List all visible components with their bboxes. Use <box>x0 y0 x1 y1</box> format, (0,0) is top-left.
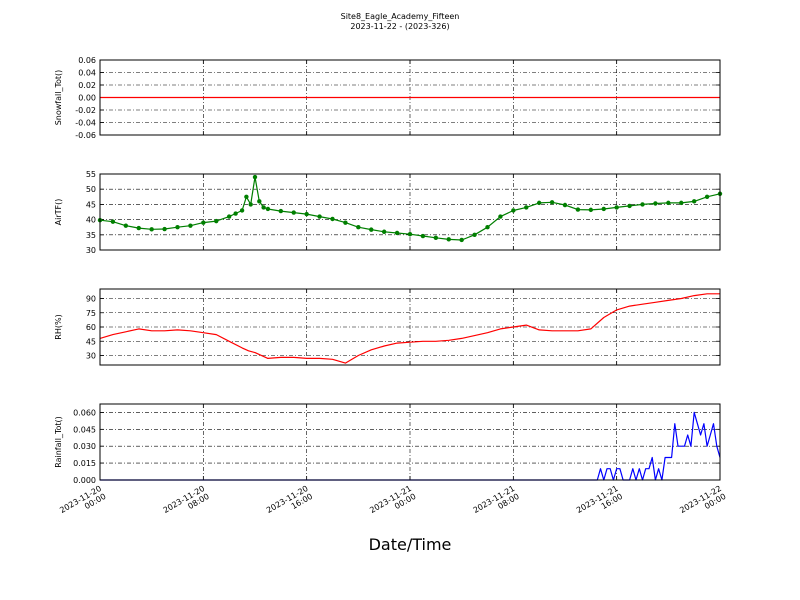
data-point <box>343 220 348 225</box>
data-point <box>446 237 451 242</box>
y-tick-label: -0.02 <box>75 106 96 115</box>
y-tick-label: 0.000 <box>73 476 96 485</box>
data-point <box>175 225 180 230</box>
x-axis-label: Date/Time <box>369 535 452 554</box>
y-tick-label: 30 <box>86 246 96 255</box>
data-point <box>420 233 426 239</box>
y-tick-label: 45 <box>86 337 96 346</box>
data-point <box>233 211 238 216</box>
chart-title: Site8_Eagle_Academy_Fifteen <box>341 12 460 21</box>
data-point <box>257 199 262 204</box>
panel-1: 0.06 0.04 0.02 0.00 -0.02 -0.04 -0.06 Snowfall_… <box>54 56 721 140</box>
y-tick-label: 0.02 <box>78 81 96 90</box>
data-point <box>278 208 284 214</box>
y-tick-label: 0.06 <box>78 56 96 65</box>
y-tick-label: 75 <box>86 309 96 318</box>
y-axis-label: RH(%) <box>54 314 63 339</box>
data-point <box>248 202 253 207</box>
series-line-3 <box>99 293 720 364</box>
data-point <box>188 223 193 228</box>
data-point <box>369 227 374 232</box>
data-point <box>498 214 503 219</box>
data-point <box>575 207 581 212</box>
y-tick-label: -0.06 <box>75 131 96 140</box>
y-tick-label: 90 <box>86 295 96 304</box>
data-point <box>640 202 645 207</box>
axes-frame <box>99 288 721 366</box>
data-point <box>562 202 568 208</box>
data-point <box>123 223 129 228</box>
series-line-4 <box>100 411 721 481</box>
y-axis-label: Rainfall_Tot() <box>54 416 63 468</box>
y-axis-label: Snowfall_Tot() <box>54 70 63 126</box>
data-point <box>136 225 141 231</box>
axes-frame <box>99 173 721 251</box>
data-point <box>679 200 684 206</box>
y-tick-label: -0.04 <box>75 119 96 128</box>
y-tick-label: 45 <box>86 200 96 209</box>
data-point <box>549 200 555 205</box>
panel-2: 55 50 45 40 35 30 AirTF() <box>54 170 723 255</box>
data-point <box>524 205 529 210</box>
data-point <box>485 225 490 230</box>
y-tick-label: 30 <box>86 352 96 361</box>
data-point <box>381 229 387 234</box>
data-point <box>304 211 309 217</box>
data-point <box>317 214 322 219</box>
data-point <box>261 205 266 210</box>
axes-frame <box>99 59 721 136</box>
data-point <box>265 206 271 212</box>
data-point <box>614 205 619 210</box>
y-tick-label: 0.00 <box>78 94 96 103</box>
data-point <box>666 200 671 206</box>
data-point <box>394 230 400 236</box>
y-tick-label: 0.030 <box>73 442 96 451</box>
data-point <box>239 208 245 213</box>
data-point <box>691 199 697 204</box>
data-point <box>356 225 361 230</box>
data-point <box>433 235 439 241</box>
y-tick-label: 0.060 <box>73 408 96 417</box>
data-point <box>627 203 632 209</box>
y-axis-label: AirTF() <box>54 199 63 226</box>
chart-subtitle: 2023-11-22 - (2023-326) <box>350 22 449 31</box>
data-point <box>704 194 710 199</box>
y-tick-label: 40 <box>86 216 96 225</box>
y-tick-label: 35 <box>86 231 96 240</box>
y-tick-label: 50 <box>86 185 96 194</box>
panel-3: 90 75 60 45 30 RH(%) <box>54 288 721 366</box>
y-tick-label: 60 <box>86 323 96 332</box>
data-point <box>536 200 542 206</box>
y-tick-label: 55 <box>86 170 96 179</box>
data-point <box>226 214 232 219</box>
data-point <box>330 216 335 222</box>
data-point <box>201 220 206 225</box>
data-point <box>214 218 219 224</box>
data-point <box>588 207 594 213</box>
data-point <box>162 226 167 232</box>
data-point <box>291 210 296 215</box>
data-point <box>472 232 477 237</box>
data-point <box>149 227 154 232</box>
data-point <box>459 237 464 243</box>
y-tick-label: 0.045 <box>73 425 96 434</box>
data-point <box>110 219 116 224</box>
y-tick-label: 0.04 <box>78 69 96 78</box>
data-point <box>252 174 258 180</box>
axes-frame <box>99 403 721 481</box>
y-tick-label: 0.015 <box>73 459 96 468</box>
data-point <box>601 206 606 212</box>
data-point <box>511 208 516 213</box>
data-point <box>407 231 413 237</box>
data-point <box>653 201 658 206</box>
data-point <box>244 194 249 199</box>
